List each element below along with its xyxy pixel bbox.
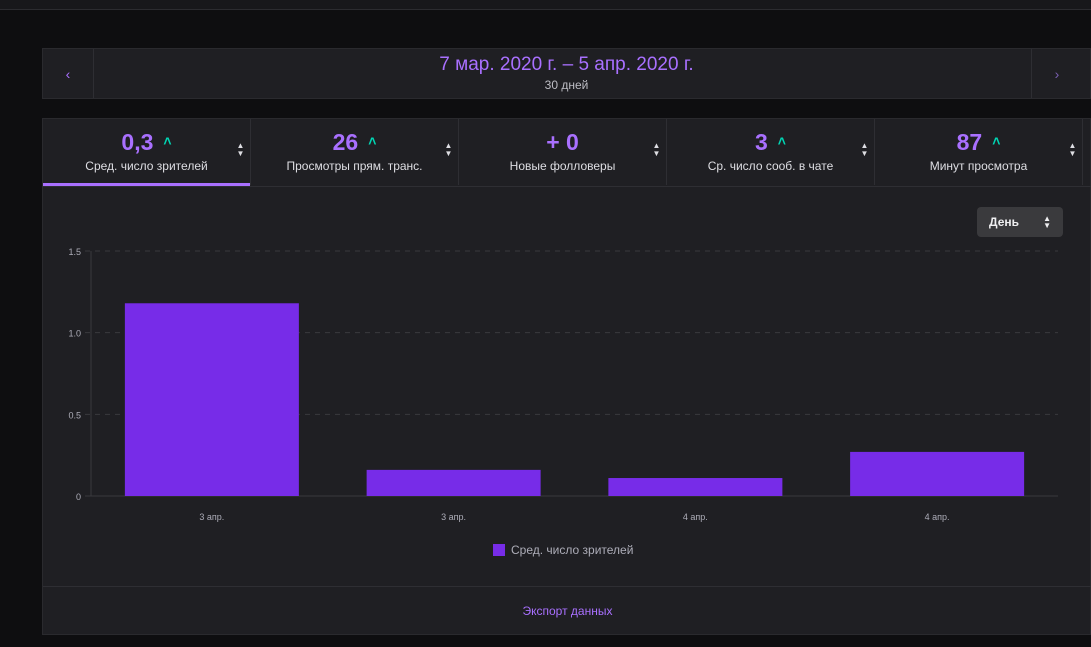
- sort-icon[interactable]: ▲ ▼: [1068, 141, 1077, 158]
- metric-value: 3: [755, 129, 768, 155]
- bar: [608, 478, 783, 496]
- top-bar: [0, 0, 1091, 10]
- trend-up-icon: ˄: [777, 133, 786, 149]
- export-data-button[interactable]: Экспорт данных: [43, 586, 1091, 636]
- x-tick-label: 3 апр.: [199, 512, 224, 522]
- date-range-navigator: ‹ 7 мар. 2020 г. – 5 апр. 2020 г. 30 дне…: [42, 48, 1091, 99]
- y-tick-label: 1.5: [68, 247, 81, 257]
- sort-icon[interactable]: ▲ ▼: [860, 141, 869, 158]
- granularity-select[interactable]: День ▲ ▼: [977, 207, 1063, 237]
- metric-tabs: 0,3 ˄ Сред. число зрителей ▲ ▼ 26 ˄ Просмот…: [43, 119, 1091, 187]
- y-tick-label: 0: [76, 492, 81, 502]
- tab-new-followers[interactable]: + 0 Новые фолловеры ▲ ▼: [459, 119, 667, 185]
- metric-label: Ср. число сооб. в чате: [707, 159, 834, 173]
- select-chevrons-icon: ▲ ▼: [1043, 214, 1051, 230]
- x-tick-label: 3 апр.: [441, 512, 466, 522]
- metric-label: Просмотры прям. транс.: [286, 159, 423, 173]
- tab-live-views[interactable]: 26 ˄ Просмотры прям. транс. ▲ ▼: [251, 119, 459, 185]
- chart-legend: Сред. число зрителей: [493, 543, 633, 557]
- y-tick-label: 1.0: [68, 329, 81, 339]
- bar: [366, 469, 541, 496]
- tab-minutes-watched[interactable]: 87 ˄ Минут просмотра ▲ ▼: [875, 119, 1083, 185]
- trend-up-icon: ˄: [368, 133, 377, 149]
- legend-label: Сред. число зрителей: [511, 543, 634, 557]
- next-period-button[interactable]: ›: [1031, 49, 1082, 98]
- metric-value: 26: [332, 129, 359, 155]
- tab-chat-messages[interactable]: 3 ˄ Ср. число сооб. в чате ▲ ▼: [667, 119, 875, 185]
- sort-icon[interactable]: ▲ ▼: [236, 141, 245, 158]
- sort-icon[interactable]: ▲ ▼: [652, 141, 661, 158]
- tab-avg-viewers[interactable]: 0,3 ˄ Сред. число зрителей ▲ ▼: [43, 119, 251, 186]
- trend-up-icon: ˄: [163, 133, 172, 149]
- date-range-label: 7 мар. 2020 г. – 5 апр. 2020 г.: [439, 54, 694, 75]
- bar: [850, 451, 1025, 496]
- y-tick-label: 0.5: [68, 410, 81, 420]
- stats-panel: 0,3 ˄ Сред. число зрителей ▲ ▼ 26 ˄ Просмот…: [42, 118, 1091, 635]
- trend-up-icon: ˄: [992, 133, 1001, 149]
- period-length-label: 30 дней: [544, 78, 589, 92]
- legend-swatch: [493, 544, 505, 556]
- sort-icon[interactable]: ▲ ▼: [444, 141, 453, 158]
- metric-value: 87: [956, 129, 983, 155]
- chevron-right-icon: ›: [1054, 65, 1060, 82]
- chevron-left-icon: ‹: [65, 65, 71, 82]
- metric-label: Новые фолловеры: [509, 159, 616, 173]
- bar: [124, 303, 299, 496]
- metric-label: Минут просмотра: [929, 159, 1028, 173]
- metric-value: 0,3: [121, 129, 154, 155]
- x-tick-label: 4 апр.: [925, 512, 950, 522]
- granularity-value: День: [989, 215, 1019, 229]
- prev-period-button[interactable]: ‹: [43, 49, 94, 98]
- metric-value: + 0: [546, 129, 579, 155]
- metric-label: Сред. число зрителей: [85, 159, 208, 173]
- x-tick-label: 4 апр.: [683, 512, 708, 522]
- bar-chart: 0 0.5 1.0 1.5 3 апр. 3 апр. 4 апр. 4 апр.: [68, 247, 1058, 522]
